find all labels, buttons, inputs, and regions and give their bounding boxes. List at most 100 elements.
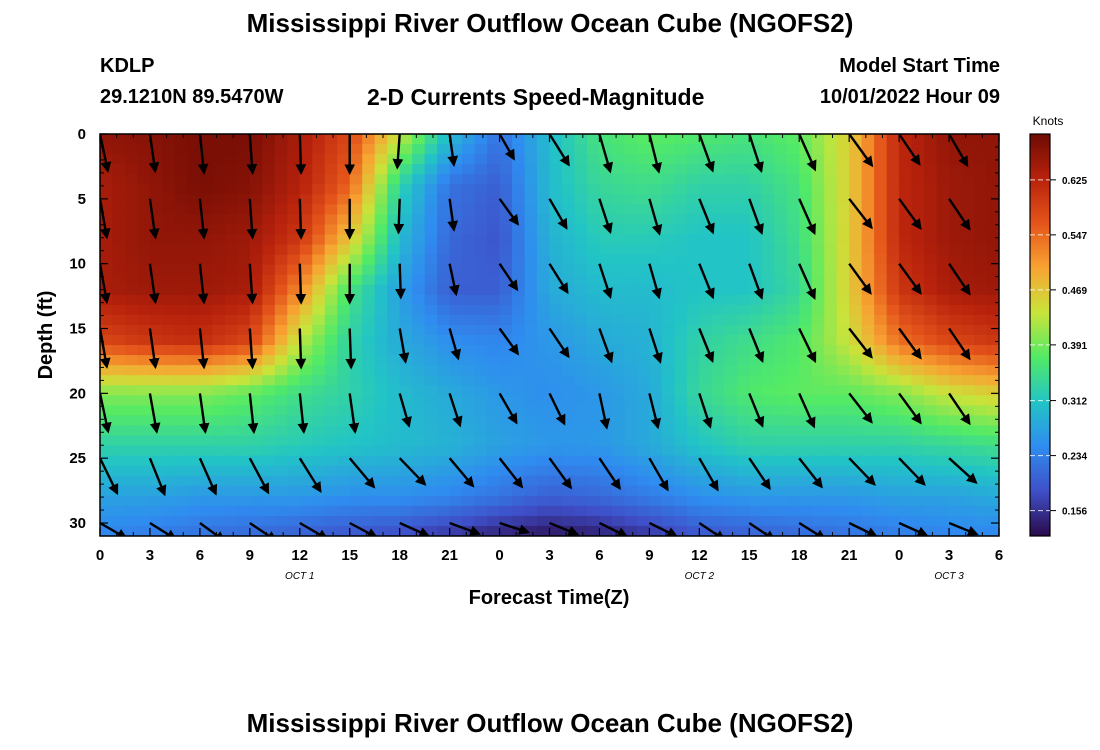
heatmap-cell xyxy=(649,194,663,205)
heatmap-cell xyxy=(449,335,463,346)
heatmap-cell xyxy=(237,154,251,165)
heatmap-cell xyxy=(162,304,176,316)
heatmap-cell xyxy=(699,324,713,336)
heatmap-cell xyxy=(262,395,276,406)
heatmap-cell xyxy=(524,495,538,507)
heatmap-cell xyxy=(487,184,501,195)
heatmap-cell xyxy=(724,435,738,447)
heatmap-cell xyxy=(611,455,626,467)
heatmap-cell xyxy=(586,355,601,366)
heatmap-cell xyxy=(412,355,426,366)
speed-heatmap xyxy=(100,134,999,536)
heatmap-cell xyxy=(699,234,713,246)
heatmap-cell xyxy=(187,274,201,286)
heatmap-cell xyxy=(599,405,613,416)
heatmap-cell xyxy=(599,385,613,396)
heatmap-cell xyxy=(137,314,151,326)
heatmap-cell xyxy=(861,425,875,437)
heatmap-cell xyxy=(936,455,950,467)
heatmap-cell xyxy=(549,214,563,226)
heatmap-cell xyxy=(387,365,401,376)
heatmap-cell xyxy=(599,365,613,376)
heatmap-cell xyxy=(124,385,139,396)
heatmap-cell xyxy=(961,274,975,286)
heatmap-cell xyxy=(761,244,775,256)
heatmap-cell xyxy=(437,455,451,467)
heatmap-cell xyxy=(624,485,638,497)
heatmap-cell xyxy=(736,435,750,447)
heatmap-cell xyxy=(524,385,538,396)
heatmap-cell xyxy=(412,274,426,286)
heatmap-cell xyxy=(624,234,638,246)
heatmap-cell xyxy=(636,505,650,517)
heatmap-cell xyxy=(149,435,164,447)
heatmap-cell xyxy=(824,144,838,155)
heatmap-cell xyxy=(824,214,838,226)
heatmap-cell xyxy=(674,164,688,175)
heatmap-cell xyxy=(299,485,313,497)
heatmap-cell xyxy=(624,455,638,467)
heatmap-cell xyxy=(774,375,788,386)
heatmap-cell xyxy=(274,214,288,226)
heatmap-cell xyxy=(174,375,189,386)
heatmap-cell xyxy=(949,475,963,487)
current-vector xyxy=(548,198,568,230)
heatmap-cell xyxy=(212,405,226,416)
heatmap-cell xyxy=(287,304,301,316)
heatmap-cell xyxy=(537,395,551,406)
heatmap-cell xyxy=(611,284,626,296)
heatmap-cell xyxy=(761,395,775,406)
heatmap-cell xyxy=(911,375,925,386)
heatmap-cell xyxy=(574,355,588,366)
heatmap-cell xyxy=(149,445,164,457)
heatmap-cell xyxy=(124,214,139,226)
heatmap-cell xyxy=(524,435,538,447)
heatmap-cell xyxy=(574,405,588,416)
heatmap-cell xyxy=(686,234,700,246)
heatmap-cell xyxy=(636,254,650,266)
heatmap-cell xyxy=(112,505,126,517)
heatmap-cell xyxy=(424,365,438,376)
heatmap-cell xyxy=(736,304,750,316)
heatmap-cell xyxy=(811,465,825,477)
heatmap-cell xyxy=(549,144,563,155)
heatmap-cell xyxy=(224,294,238,306)
heatmap-cell xyxy=(674,495,688,507)
heatmap-cell xyxy=(474,194,488,205)
heatmap-cell xyxy=(524,485,538,497)
heatmap-cell xyxy=(911,355,925,366)
heatmap-cell xyxy=(399,465,413,477)
heatmap-cell xyxy=(462,385,476,396)
heatmap-cell xyxy=(574,515,588,527)
heatmap-cell xyxy=(874,355,888,366)
heatmap-cell xyxy=(611,224,626,236)
heatmap-cell xyxy=(961,144,975,155)
heatmap-cell xyxy=(761,314,775,326)
heatmap-cell xyxy=(549,475,563,487)
heatmap-cell xyxy=(711,345,725,356)
heatmap-cell xyxy=(137,194,151,205)
x-tick-label: 6 xyxy=(595,547,603,564)
heatmap-cell xyxy=(387,495,401,507)
heatmap-cell xyxy=(262,465,276,477)
heatmap-cell xyxy=(387,174,401,185)
current-vector xyxy=(997,134,999,137)
heatmap-cell xyxy=(836,475,850,487)
heatmap-cell xyxy=(824,164,838,175)
heatmap-cell xyxy=(549,244,563,256)
heatmap-cell xyxy=(949,194,963,205)
heatmap-cell xyxy=(149,415,164,427)
heatmap-cell xyxy=(661,274,675,286)
heatmap-cell xyxy=(249,134,263,145)
heatmap-cell xyxy=(299,405,313,416)
heatmap-cell xyxy=(187,405,201,416)
heatmap-cell xyxy=(100,395,114,406)
heatmap-cell xyxy=(599,204,613,215)
heatmap-cell xyxy=(574,174,588,185)
heatmap-cell xyxy=(611,264,626,276)
heatmap-cell xyxy=(736,294,750,306)
heatmap-cell xyxy=(224,244,238,256)
heatmap-cell xyxy=(661,335,675,346)
heatmap-cell xyxy=(324,314,338,326)
heatmap-cell xyxy=(724,465,738,477)
